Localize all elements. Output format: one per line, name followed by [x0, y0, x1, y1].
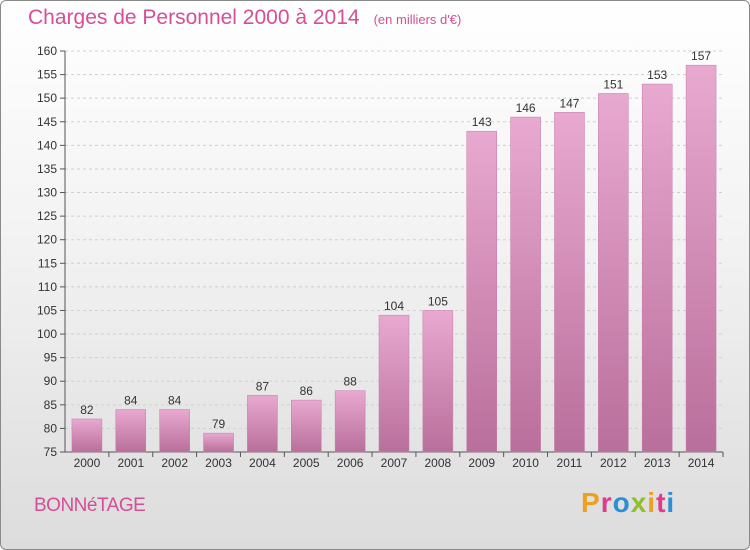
x-tick-labels: 2000 2001 2002 2003 2004 2005 2006 2007 2008 2009… — [74, 452, 724, 470]
y-tick-label: 130 — [37, 186, 57, 200]
chart-title: Charges de Personnel 2000 à 2014 (en mill… — [28, 6, 462, 29]
data-label: 105 — [428, 294, 448, 308]
y-tick-label: 85 — [44, 398, 58, 412]
y-tick-label: 150 — [37, 91, 57, 105]
bar — [71, 418, 103, 453]
x-tick-label: 2004 — [249, 456, 276, 470]
data-label: 153 — [647, 68, 667, 82]
y-tick-label: 110 — [38, 280, 57, 294]
y-tick-label: 135 — [37, 162, 57, 176]
bar — [291, 399, 322, 453]
data-label: 84 — [124, 394, 138, 408]
logo-letter: i — [647, 487, 657, 518]
logo-letter: o — [612, 487, 631, 518]
bar — [334, 390, 366, 453]
y-tick-label: 155 — [37, 68, 57, 82]
data-label: 151 — [603, 77, 623, 91]
data-label: 87 — [256, 379, 270, 393]
x-tick-label: 2002 — [161, 456, 188, 470]
data-label: 86 — [300, 384, 314, 398]
data-label: 79 — [212, 417, 226, 431]
x-tick-label: 2005 — [293, 456, 320, 470]
y-tick-label: 95 — [44, 351, 58, 365]
y-tick-label: 80 — [44, 421, 58, 435]
logo-letter: i — [666, 487, 676, 518]
x-tick-label: 2010 — [512, 456, 539, 470]
bar — [466, 130, 497, 453]
data-label: 146 — [516, 101, 536, 115]
y-tick-label: 105 — [37, 303, 57, 317]
y-tick-label: 160 — [37, 44, 57, 58]
data-label: 104 — [384, 299, 404, 313]
bar — [685, 64, 717, 453]
bar — [378, 314, 410, 453]
bar — [115, 409, 147, 453]
x-tick-label: 2013 — [644, 456, 671, 470]
commune-name: BONNéTAGE — [34, 495, 146, 516]
logo-letter: x — [630, 487, 648, 518]
logo-letter: t — [656, 487, 667, 518]
bar — [641, 83, 673, 453]
y-tick-label: 90 — [44, 374, 58, 388]
logo-letter: P — [581, 487, 601, 518]
bar — [510, 116, 541, 453]
y-tick-label: 145 — [37, 115, 57, 129]
x-tick-label: 2009 — [468, 456, 495, 470]
x-tick-label: 2011 — [557, 456, 583, 470]
x-tick-label: 2006 — [337, 456, 364, 470]
proxiti-logo[interactable]: Proxiti — [581, 487, 675, 519]
y-tick-labels: 75 80 85 90 95 100 105 110 115 120 125 130 135 140 145… — [37, 44, 65, 459]
data-label: 88 — [343, 375, 357, 389]
x-tick-label: 2012 — [600, 456, 627, 470]
x-tick-label: 2003 — [205, 456, 232, 470]
y-tick-label: 125 — [37, 209, 57, 223]
x-tick-label: 2008 — [425, 456, 452, 470]
y-tick-label: 100 — [37, 327, 57, 341]
y-tick-label: 75 — [44, 445, 58, 459]
data-label: 82 — [80, 403, 94, 417]
x-tick-label: 2007 — [381, 456, 408, 470]
data-label: 157 — [691, 49, 711, 63]
bar — [159, 409, 190, 453]
x-tick-label: 2000 — [74, 456, 101, 470]
bar — [247, 395, 278, 453]
data-label: 143 — [472, 115, 492, 129]
bars — [71, 64, 717, 453]
chart-subtitle: (en milliers d'€) — [373, 12, 462, 27]
x-tick-label: 2001 — [117, 456, 144, 470]
y-tick-label: 120 — [37, 233, 57, 247]
data-label: 84 — [168, 394, 182, 408]
bar — [554, 112, 585, 453]
x-tick-label: 2014 — [688, 456, 715, 470]
data-labels: 82 84 84 79 87 86 88 104 105 143 146 147 151 153 157 — [80, 49, 711, 431]
y-tick-label: 140 — [37, 138, 57, 152]
y-tick-label: 115 — [38, 256, 57, 270]
bar — [203, 432, 234, 453]
logo-letter: r — [600, 487, 613, 518]
bar — [598, 93, 629, 453]
bar — [422, 310, 454, 453]
data-label: 147 — [559, 96, 579, 110]
